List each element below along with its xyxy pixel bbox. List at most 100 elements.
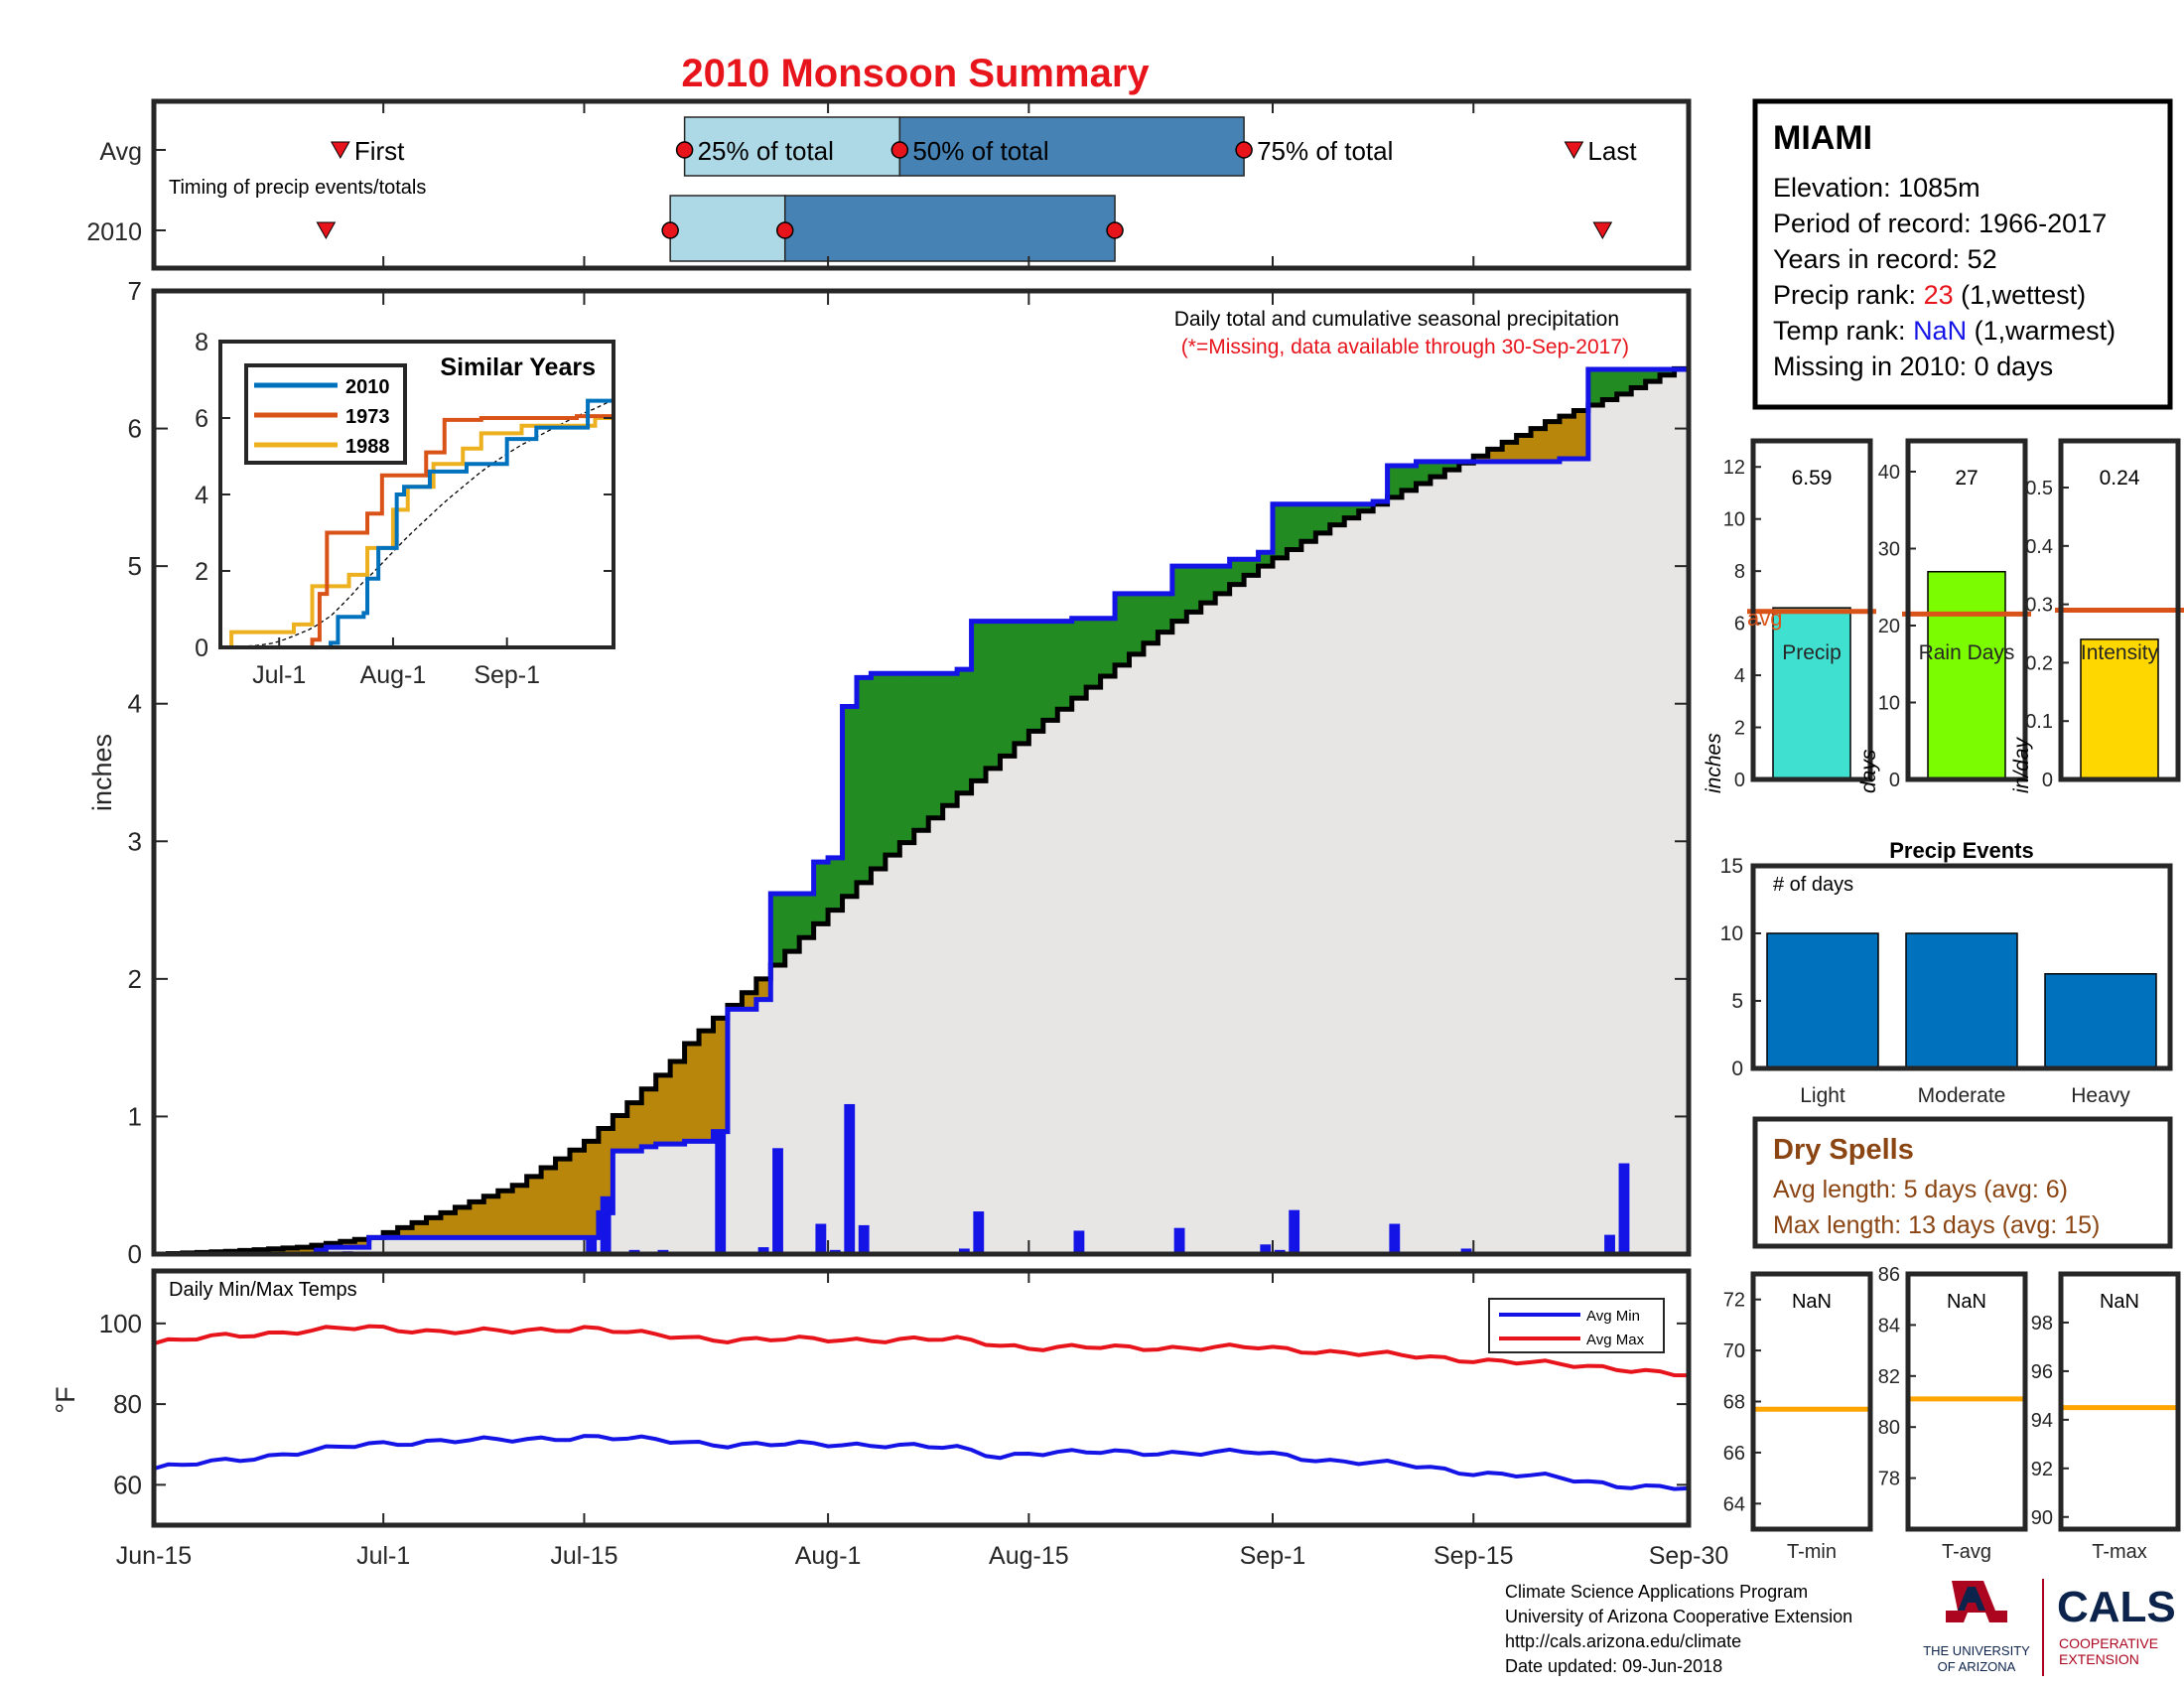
daily-precip-bar xyxy=(958,1248,970,1254)
station-period: Period of record: 1966-2017 xyxy=(1773,209,2107,238)
events-frame xyxy=(1750,863,2173,1071)
precip-y-tick-label: 6 xyxy=(1734,614,1745,635)
above-average-area xyxy=(871,673,887,869)
above-average-area xyxy=(986,621,1002,769)
daily-precip-bar xyxy=(715,1131,727,1254)
above-average-area xyxy=(1430,461,1445,478)
raindays-y-tick-label: 30 xyxy=(1878,539,1900,561)
below-average-area xyxy=(1559,416,1575,460)
temp-marks: 60 80 100 xyxy=(99,1271,1690,1525)
daily-precip-bar xyxy=(1618,1163,1630,1254)
above-average-area xyxy=(885,673,900,856)
precip-events-chart: Light Moderate Heavy 0 5 10 15 xyxy=(1720,855,2173,1107)
tavg-value: NaN xyxy=(1947,1291,1986,1313)
daily-precip-bar xyxy=(1389,1223,1401,1254)
tmin-value: NaN xyxy=(1792,1291,1832,1313)
timing-row-year-label: 2010 xyxy=(86,218,142,246)
legend-max-label: Avg Max xyxy=(1586,1332,1645,1348)
q25-label: 25% of total xyxy=(698,136,834,166)
below-average-area xyxy=(483,1196,499,1238)
above-average-area xyxy=(1660,368,1676,375)
observed-cumulative-line xyxy=(154,347,1692,1257)
precip-unit-label: inches xyxy=(1703,733,1725,793)
below-average-area xyxy=(598,1128,614,1213)
event-bar-moderate xyxy=(1905,932,2018,1069)
university-of-arizona-logo: THE UNIVERSITY OF ARIZONA xyxy=(1923,1581,2030,1674)
inset-title: Similar Years xyxy=(440,353,596,381)
quartile-marker xyxy=(890,141,909,159)
precip-y-tick-label: 12 xyxy=(1723,457,1745,479)
tmax-frame xyxy=(2058,1271,2181,1532)
below-average-area xyxy=(541,1167,557,1238)
inset-x-tick-label: Sep-1 xyxy=(474,661,540,689)
inset-y-tick-label: 0 xyxy=(195,634,208,662)
tmin-y-tick-label: 68 xyxy=(1723,1392,1745,1414)
precip-y-tick-label: 10 xyxy=(1723,509,1745,531)
tmax-y-tick-label: 96 xyxy=(2031,1361,2053,1383)
above-average-area xyxy=(1215,566,1231,594)
tmax-y-tick-label: 94 xyxy=(2031,1410,2053,1432)
tmax-y-tick-label: 98 xyxy=(2031,1313,2053,1335)
q50-label: 50% of total xyxy=(912,136,1048,166)
above-average-area xyxy=(1258,552,1274,567)
intensity-stat-label: Intensity xyxy=(2081,641,2159,664)
daily-precip-bar xyxy=(757,1247,769,1254)
temps-y-axis-label: °F xyxy=(51,1386,80,1413)
footer-url: http://cals.arizona.edu/climate xyxy=(1505,1631,1741,1651)
temp-rank-suffix: (1,warmest) xyxy=(1967,316,2116,346)
inset-x-tick-label: Aug-1 xyxy=(360,661,427,689)
raindays-stat-frame xyxy=(1905,438,2028,782)
timing-caption: Timing of precip events/totals xyxy=(169,177,426,199)
precip-stat-value: 6.59 xyxy=(1792,467,1833,490)
below-average-area xyxy=(1487,449,1503,462)
footer-date: Date updated: 09-Jun-2018 xyxy=(1505,1656,1722,1676)
intensity-y-tick-label: 0.4 xyxy=(2025,536,2053,558)
temps-frame xyxy=(151,1268,1692,1528)
timing-bars xyxy=(153,101,1690,268)
raindays-y-tick-label: 20 xyxy=(1878,616,1900,637)
above-average-area xyxy=(1444,461,1460,471)
above-average-area xyxy=(1315,503,1331,533)
precip-rank: Precip rank: 23 (1,wettest) xyxy=(1773,280,2086,310)
ua-logo-line2: OF ARIZONA xyxy=(1938,1659,2016,1674)
event-category-label: Heavy xyxy=(2071,1084,2130,1107)
first-event-label: First xyxy=(354,136,405,166)
event-triangle-marker xyxy=(1564,141,1584,160)
above-average-area xyxy=(899,673,915,843)
tavg-label: T-avg xyxy=(1942,1541,1991,1563)
precip-y-tick-label: 7 xyxy=(128,276,142,306)
inset-y-tick-label: 2 xyxy=(195,558,208,586)
date-tick-label: Jun-15 xyxy=(116,1542,192,1570)
below-average-area xyxy=(340,1241,355,1248)
daily-precip-bar xyxy=(600,1196,612,1254)
above-average-area xyxy=(828,857,844,911)
above-average-area xyxy=(1287,503,1302,550)
below-average-area xyxy=(1545,421,1561,462)
intensity-y-tick-label: 0.5 xyxy=(2025,478,2053,499)
above-average-area xyxy=(1587,368,1603,406)
above-average-area xyxy=(1057,621,1073,710)
below-average-area xyxy=(455,1206,471,1238)
timing-frame xyxy=(151,98,1692,271)
below-average-area xyxy=(641,1088,657,1147)
dry-spells-max: Max length: 13 days (avg: 15) xyxy=(1773,1211,2100,1239)
above-average-area xyxy=(842,706,858,897)
date-tick-label: Sep-30 xyxy=(1649,1542,1729,1570)
event-bar-light xyxy=(1766,932,1879,1069)
precip-y-tick-label: 2 xyxy=(128,964,142,994)
precip-note: Daily total and cumulative seasonal prec… xyxy=(1174,308,1619,331)
intensity-y-tick-label: 0 xyxy=(2042,770,2053,791)
tmax-label: T-max xyxy=(2092,1541,2147,1563)
above-average-area xyxy=(1158,593,1173,633)
above-average-area xyxy=(971,621,987,781)
below-average-area xyxy=(397,1227,413,1238)
above-average-area xyxy=(770,893,786,965)
precip-panel: 0 1 2 3 4 5 6 7 Daily total and cumulative seas… xyxy=(87,276,1692,1269)
above-average-area xyxy=(1402,465,1418,491)
daily-precip-bar xyxy=(858,1224,870,1254)
quartile-marker xyxy=(1235,141,1253,159)
precip-y-tick-label: 2 xyxy=(1734,718,1745,740)
date-tick-label: Sep-1 xyxy=(1240,1542,1306,1570)
precip-frame xyxy=(151,288,1692,1257)
intensity-y-tick-label: 0.1 xyxy=(2025,711,2053,733)
